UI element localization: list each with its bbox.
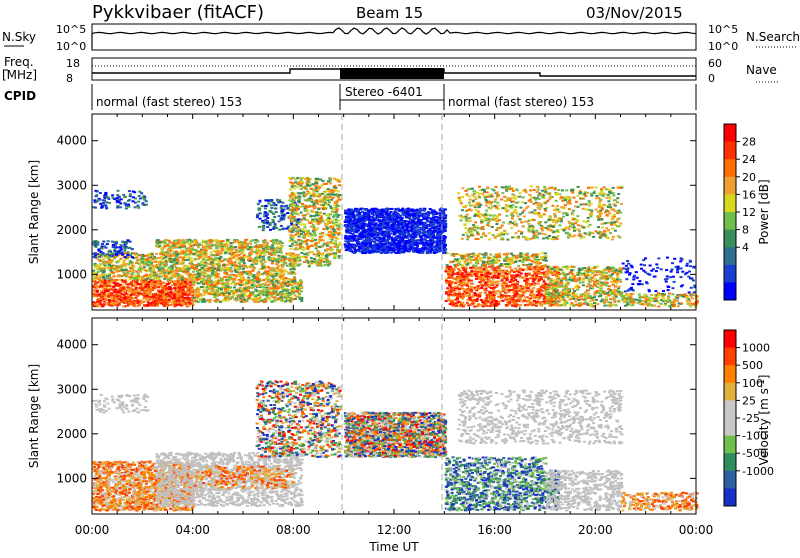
y-tick-label: 2000 xyxy=(56,223,87,237)
colorbar-swatch xyxy=(724,471,736,489)
colorbar-swatch xyxy=(724,177,736,195)
colorbar-swatch xyxy=(724,265,736,283)
colorbar-swatch xyxy=(724,383,736,401)
nave-label: Nave xyxy=(746,63,777,77)
colorbar-swatch xyxy=(724,212,736,230)
colorbar-swatch xyxy=(724,453,736,471)
colorbar-swatch xyxy=(724,230,736,248)
colorbar-swatch xyxy=(724,418,736,436)
y-tick-label: 4000 xyxy=(56,338,87,352)
cpid-seg-1: normal (fast stereo) 153 xyxy=(96,95,242,109)
y-tick-label: 2000 xyxy=(56,427,87,441)
colorbar-tick: 500 xyxy=(742,359,763,372)
freq-stereo-block xyxy=(340,68,444,79)
nsky-trace xyxy=(92,28,696,49)
colorbar-tick: 16 xyxy=(742,188,756,201)
date-label: 03/Nov/2015 xyxy=(586,4,683,22)
colorbar-swatch xyxy=(724,247,736,265)
colorbar-swatch xyxy=(724,400,736,418)
nave-tick-top: 60 xyxy=(708,57,722,70)
plot-title: Pykkvibaer (fitACF) xyxy=(92,2,264,23)
nsky-label: N.Sky xyxy=(2,30,36,44)
nave-tick-bottom: 0 xyxy=(708,72,715,85)
y-tick-label: 1000 xyxy=(56,267,87,281)
x-tick-label: 00:00 xyxy=(75,523,110,537)
colorbar-swatch xyxy=(724,348,736,366)
cpid-seg-2: Stereo -6401 xyxy=(345,85,423,99)
colorbar-swatch xyxy=(724,142,736,160)
y-tick-label: 3000 xyxy=(56,382,87,396)
colorbar-tick: 8 xyxy=(742,224,749,237)
colorbar-swatch xyxy=(724,124,736,142)
colorbar-tick: 25 xyxy=(742,394,756,407)
x-tick-label: 08:00 xyxy=(276,523,311,537)
nsearch-tick-bottom: 10^0 xyxy=(708,40,738,53)
cpid-seg-3: normal (fast stereo) 153 xyxy=(448,95,594,109)
freq-panel: Freq. [MHz] 18 8 60 0 Nave xyxy=(2,55,780,85)
y-tick-label: 4000 xyxy=(56,134,87,148)
power-colorbar-label: Power [dB] xyxy=(757,179,771,244)
power-panel: 1000 2000 3000 4000 Slant Range [km] 28 24 20… xyxy=(27,114,771,310)
colorbar-swatch xyxy=(724,436,736,454)
velocity-y-ticks: 1000 2000 3000 4000 xyxy=(56,338,696,486)
cpid-panel: CPID normal (fast stereo) 153 Stereo -64… xyxy=(4,84,696,110)
nsky-tick-top: 10^5 xyxy=(56,23,86,36)
power-colorbar: 28 24 20 16 12 8 4 xyxy=(724,124,756,301)
colorbar-tick: 20 xyxy=(742,171,756,184)
colorbar-tick: -1000 xyxy=(742,465,774,478)
x-tick-label: 00:00 xyxy=(679,523,714,537)
freq-tick-bottom: 8 xyxy=(66,72,73,85)
x-tick-label: 16:00 xyxy=(477,523,512,537)
x-tick-label: 20:00 xyxy=(578,523,613,537)
nsearch-label: N.Search xyxy=(746,30,800,44)
colorbar-swatch xyxy=(724,159,736,177)
colorbar-tick: 12 xyxy=(742,206,756,219)
x-tick-label: 04:00 xyxy=(175,523,210,537)
colorbar-tick: 4 xyxy=(742,241,749,254)
velocity-ylabel: Slant Range [km] xyxy=(27,364,41,468)
colorbar-tick: 1000 xyxy=(742,342,770,355)
colorbar-swatch xyxy=(724,365,736,383)
colorbar-swatch xyxy=(724,330,736,348)
velocity-data xyxy=(92,380,699,511)
colorbar-swatch xyxy=(724,282,736,300)
nsky-panel: N.Sky 10^5 10^0 10^5 10^0 N.Search xyxy=(2,23,800,53)
beam-label: Beam 15 xyxy=(356,4,423,22)
y-tick-label: 1000 xyxy=(56,471,87,485)
colorbar-swatch xyxy=(724,194,736,212)
x-tick-label: 12:00 xyxy=(377,523,412,537)
freq-label-1: Freq. xyxy=(4,55,34,69)
nsearch-tick-top: 10^5 xyxy=(708,23,738,36)
nsky-tick-bottom: 10^0 xyxy=(56,40,86,53)
power-ylabel: Slant Range [km] xyxy=(27,160,41,264)
velocity-panel: 1000 2000 3000 4000 Slant Range [km] 1000 50… xyxy=(27,318,774,514)
velocity-colorbar-label: Velocity [m s-1] xyxy=(757,375,771,466)
colorbar-swatch xyxy=(724,488,736,506)
power-data xyxy=(92,177,699,308)
colorbar-tick: 28 xyxy=(742,136,756,149)
freq-tick-top: 18 xyxy=(66,57,80,70)
cpid-label: CPID xyxy=(4,89,36,103)
x-axis-label: Time UT xyxy=(368,540,419,554)
colorbar-tick: 24 xyxy=(742,153,756,166)
y-tick-label: 3000 xyxy=(56,178,87,192)
